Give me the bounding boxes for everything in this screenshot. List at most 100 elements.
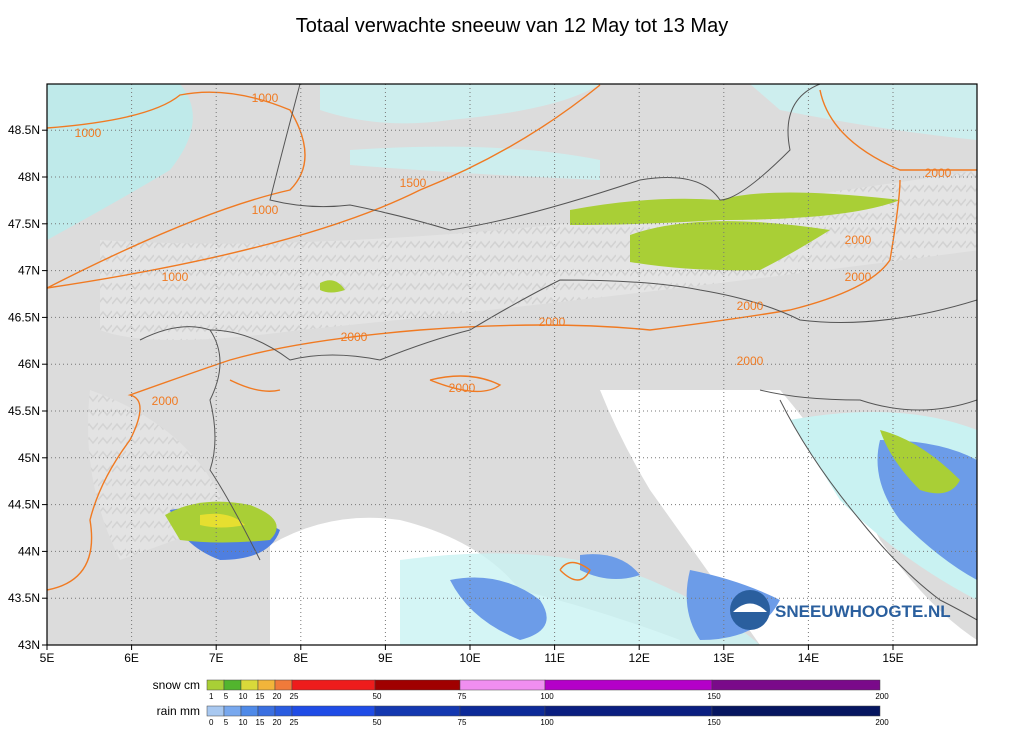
lon-label: 10E	[459, 651, 480, 665]
legend-swatch	[374, 705, 461, 717]
lat-label: 43.5N	[8, 591, 40, 605]
legend-swatch	[240, 679, 259, 691]
precip-light	[350, 146, 600, 180]
lat-label: 47.5N	[8, 217, 40, 231]
legend-swatch	[459, 705, 546, 717]
lat-label: 44N	[18, 544, 40, 558]
contour-labels: 1000 1000 1500 1000 1000 2000 2000 2000 2000 2000…	[75, 91, 952, 408]
lon-label: 5E	[40, 651, 55, 665]
legend-swatch	[257, 705, 276, 717]
contour-label: 2000	[845, 270, 872, 284]
legend-swatch	[291, 705, 376, 717]
legend-swatch	[223, 705, 242, 717]
precip-light	[47, 84, 193, 240]
lon-label: 12E	[629, 651, 650, 665]
lon-label: 9E	[378, 651, 393, 665]
legend-swatch	[374, 679, 461, 691]
contour-label: 1000	[162, 270, 189, 284]
legend-swatch	[291, 679, 376, 691]
lon-label: 11E	[544, 651, 564, 665]
legend-swatch	[711, 705, 881, 717]
contour-label: 1000	[252, 91, 279, 105]
lon-label: 14E	[798, 651, 819, 665]
lon-label: 13E	[713, 651, 734, 665]
legend-swatch	[544, 679, 713, 691]
legend-tick: 10	[239, 692, 248, 701]
legend-swatch	[544, 705, 713, 717]
legend-swatch	[206, 705, 225, 717]
legend-tick: 150	[707, 692, 721, 701]
legend-tick: 0	[209, 718, 214, 727]
lat-label: 43N	[18, 638, 40, 652]
contour-label: 1000	[75, 126, 102, 140]
legend-tick: 200	[875, 692, 889, 701]
lat-label: 44.5N	[8, 498, 40, 512]
lat-label: 46N	[18, 357, 40, 371]
contour-label: 2000	[449, 381, 476, 395]
lon-label: 15E	[882, 651, 903, 665]
legend-tick: 10	[239, 718, 248, 727]
snow-area	[630, 221, 830, 271]
legend-tick: 20	[273, 718, 282, 727]
legend-swatch	[274, 679, 293, 691]
legend-tick: 100	[540, 692, 554, 701]
legend-tick: 75	[458, 692, 467, 701]
contour-label: 1500	[400, 176, 427, 190]
legend-tick: 5	[224, 718, 229, 727]
contour-label: 2000	[737, 354, 764, 368]
precip-light	[750, 84, 977, 140]
legend-swatch	[223, 679, 242, 691]
lon-label: 7E	[209, 651, 224, 665]
graticule	[47, 84, 977, 645]
legend-swatch	[240, 705, 259, 717]
legend-tick: 15	[256, 692, 265, 701]
borders	[139, 84, 977, 621]
legend-tick: 75	[458, 718, 467, 727]
watermark-text: SNEEUWHOOGTE.NL	[775, 602, 951, 621]
legend-tick: 25	[290, 718, 299, 727]
contour-label: 2000	[539, 315, 566, 329]
lat-label: 45.5N	[8, 404, 40, 418]
contour-label: 1000	[252, 203, 279, 217]
lat-label: 47N	[18, 264, 40, 278]
legend-tick: 50	[373, 718, 382, 727]
legend-tick: 50	[373, 692, 382, 701]
legend-tick: 1	[209, 692, 214, 701]
legend-tick: 20	[273, 692, 282, 701]
lat-label: 46.5N	[8, 310, 40, 324]
contour-label: 2000	[341, 330, 368, 344]
legend-swatch	[711, 679, 881, 691]
snow-area	[880, 430, 960, 494]
legend-label: rain mm	[157, 704, 200, 718]
contours	[47, 84, 977, 591]
lat-label: 48N	[18, 170, 40, 184]
snow-area	[570, 192, 900, 225]
rain-area	[580, 554, 640, 579]
legend-tick: 25	[290, 692, 299, 701]
lat-label: 48.5N	[8, 123, 40, 137]
lon-label: 8E	[293, 651, 308, 665]
snow-area	[200, 513, 245, 528]
contour-label: 2000	[152, 394, 179, 408]
legend-tick: 5	[224, 692, 229, 701]
legend-tick: 200	[875, 718, 889, 727]
watermark: SNEEUWHOOGTE.NL	[730, 590, 951, 630]
rain-area	[450, 577, 547, 640]
snow-area	[320, 280, 345, 293]
precip-light	[320, 84, 600, 124]
sea	[600, 390, 977, 645]
legend-label: snow cm	[153, 678, 200, 692]
legend-tick: 150	[707, 718, 721, 727]
axes: 5E 6E 7E 8E 9E 10E 11E 12E 13E 14E 15E 43N 43.5N 44N 4…	[8, 123, 904, 665]
legend-swatch	[257, 679, 276, 691]
title: Totaal verwachte sneeuw van 12 May tot 1…	[296, 15, 728, 37]
contour-label: 2000	[845, 233, 872, 247]
legend-swatch	[459, 679, 546, 691]
legend-swatch	[206, 679, 225, 691]
legend-swatch	[274, 705, 293, 717]
contour-label: 2000	[737, 299, 764, 313]
map-area: 1000 1000 1500 1000 1000 2000 2000 2000 2000 2000…	[47, 84, 977, 645]
legend-tick: 15	[256, 718, 265, 727]
